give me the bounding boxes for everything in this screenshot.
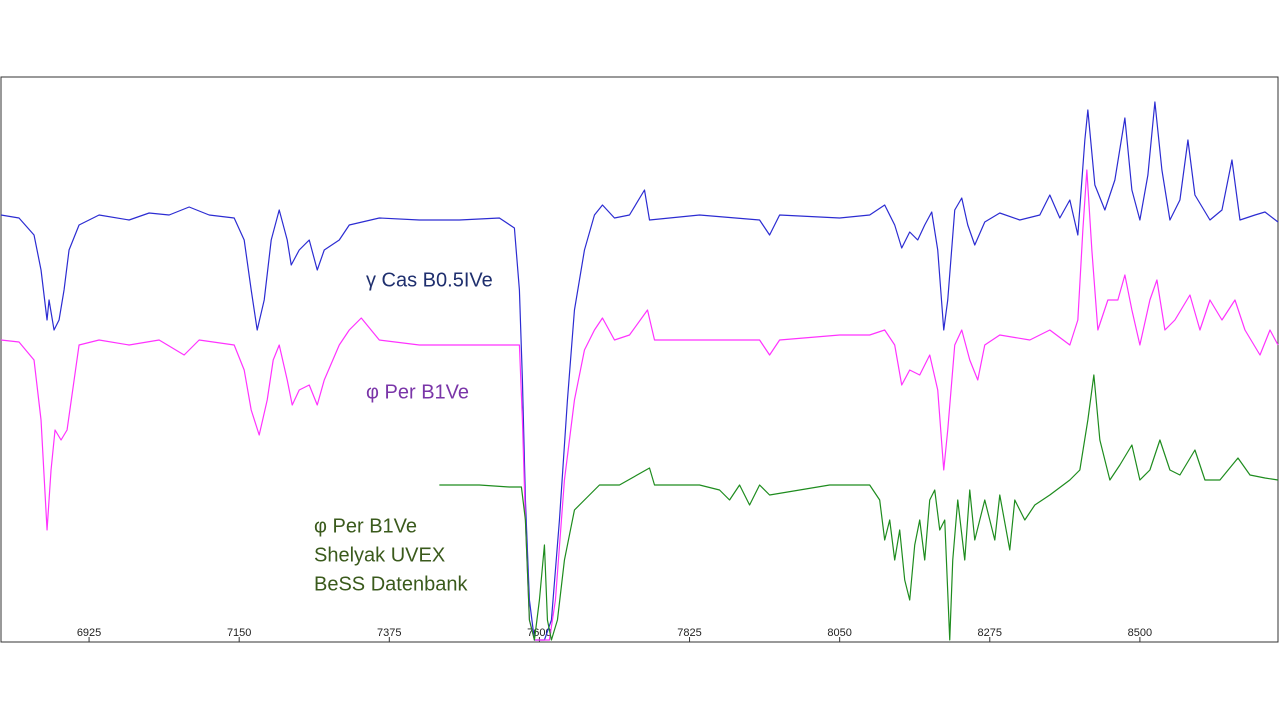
x-tick-label: 7375	[377, 627, 401, 639]
x-tick-label: 8500	[1128, 627, 1152, 639]
spectrum-line	[0, 101, 1279, 641]
spectrum-line	[439, 374, 1279, 641]
annotation: γ Cas B0.5IVe	[366, 269, 493, 291]
x-tick-label: 8275	[978, 627, 1002, 639]
x-tick-label: 6925	[77, 627, 101, 639]
annotation: Shelyak UVEX	[314, 544, 445, 566]
plot-frame	[0, 76, 1279, 643]
annotation: φ Per B1Ve	[314, 515, 417, 537]
annotation: BeSS Datenbank	[314, 573, 468, 595]
annotation: φ Per B1Ve	[366, 381, 469, 403]
x-tick-label: 7150	[227, 627, 251, 639]
x-tick-label: 8050	[827, 627, 851, 639]
x-tick-label: 7825	[677, 627, 701, 639]
spectrum-line	[0, 169, 1279, 641]
